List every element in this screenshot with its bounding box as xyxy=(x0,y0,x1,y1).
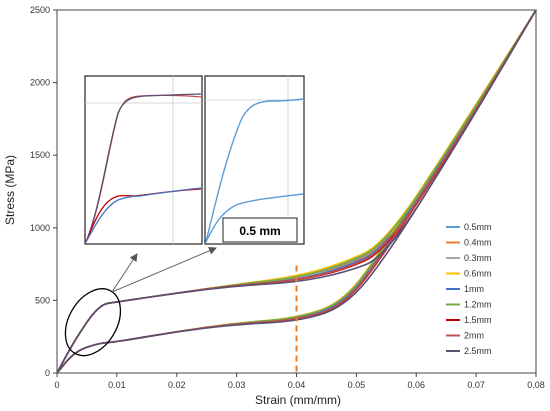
legend-label: 0.3mm xyxy=(464,253,492,263)
legend-label: 0.6mm xyxy=(464,269,492,279)
inset-2-label: 0.5 mm xyxy=(239,224,280,238)
inset-2-label-box xyxy=(222,217,298,243)
x-tick-label: 0.07 xyxy=(467,380,485,390)
inset-1-curve xyxy=(85,93,202,243)
inset-2-curve-lower xyxy=(205,193,304,243)
x-axis-title: Strain (mm/mm) xyxy=(255,393,341,407)
arrow-to-inset-1 xyxy=(111,253,138,293)
x-tick-label: 0 xyxy=(54,380,59,390)
y-tick-label: 1500 xyxy=(30,150,50,160)
arrow-to-inset-2 xyxy=(111,247,217,293)
legend: 0.5mm 0.4mm 0.3mm 0.6mm 1mm 1.2mm 1.5mm 2mm 2.5m… xyxy=(446,222,492,356)
y-tick-label: 1000 xyxy=(30,223,50,233)
x-tick-label: 0.01 xyxy=(108,380,126,390)
series-line-lower-2_5mm xyxy=(56,9,537,374)
y-tick-label: 500 xyxy=(35,295,50,305)
inset-1-frame xyxy=(84,75,203,245)
legend-label: 2.5mm xyxy=(464,346,492,356)
x-tick-label: 0.02 xyxy=(168,380,186,390)
legend-label: 1.2mm xyxy=(464,300,492,310)
x-tick-label: 0.03 xyxy=(228,380,246,390)
legend-label: 1mm xyxy=(464,284,484,294)
inset-2-curve-upper xyxy=(205,98,304,243)
legend-label: 0.4mm xyxy=(464,238,492,248)
x-tick-label: 0.06 xyxy=(407,380,425,390)
inset-1-curve xyxy=(85,187,202,243)
x-tick-label: 0.04 xyxy=(288,380,306,390)
legend-label: 1.5mm xyxy=(464,315,492,325)
y-axis-title: Stress (MPa) xyxy=(3,155,17,225)
x-tick-label: 0.08 xyxy=(527,380,545,390)
legend-label: 0.5mm xyxy=(464,222,492,232)
axes: 0 0.01 0.02 0.03 0.04 0.05 0.06 0.07 0.08 0 500 100… xyxy=(30,5,545,390)
y-tick-label: 2000 xyxy=(30,78,50,88)
highlight-ellipse xyxy=(64,288,122,357)
annotations: 0.5 mm xyxy=(64,75,305,373)
series-layer xyxy=(56,9,537,374)
y-tick-label: 0 xyxy=(45,368,50,378)
legend-label: 2mm xyxy=(464,331,484,341)
x-tick-label: 0.05 xyxy=(348,380,366,390)
y-tick-label: 2500 xyxy=(30,5,50,15)
